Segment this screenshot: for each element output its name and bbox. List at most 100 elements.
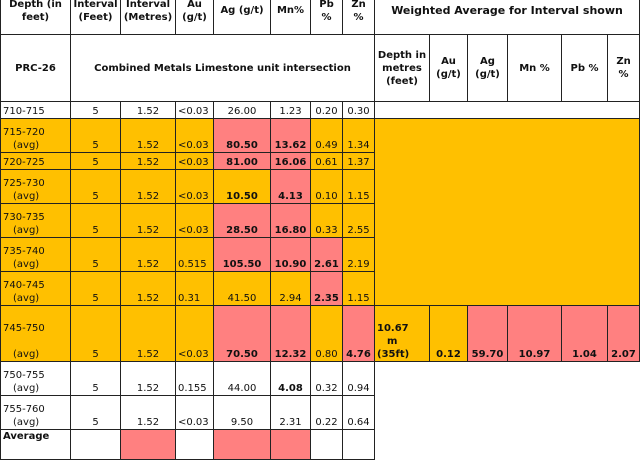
- sub-col-pb: Pb %: [561, 34, 608, 102]
- mn-cell: 1.23: [270, 101, 311, 119]
- depth-cell: 730-735 (avg): [0, 203, 71, 238]
- mn-cell: 4.08: [270, 361, 311, 396]
- weighted-zn-cell: 2.07: [606, 305, 640, 362]
- weighted-empty-bottom: [374, 361, 640, 460]
- pb-cell: 0.61: [310, 152, 343, 170]
- pb-cell: 0.49: [310, 118, 343, 153]
- sub-col-mn: Mn %: [507, 34, 562, 102]
- table-row: 710-715 5 1.52 <0.03 26.00 1.23 0.20 0.3…: [0, 101, 640, 119]
- ag-cell: 70.50: [213, 305, 271, 362]
- weighted-average-title: Weighted Average for Interval shown: [373, 0, 640, 35]
- pb-cell: 0.32: [310, 361, 343, 396]
- mn-cell: 13.62: [270, 118, 311, 153]
- depth-cell: 750-755 (avg): [0, 361, 71, 396]
- interval-m-cell: 1.52: [120, 203, 176, 238]
- ag-cell: 81.00: [213, 152, 271, 170]
- depth-cell: 745-750 (avg): [0, 305, 71, 362]
- zn-cell: 0.30: [342, 101, 375, 119]
- weighted-empty-top: [373, 101, 640, 119]
- au-cell: <0.03: [175, 101, 214, 119]
- average-cell: [270, 429, 311, 460]
- pb-cell: 0.80: [310, 305, 343, 362]
- ag-cell: 26.00: [213, 101, 271, 119]
- interval-m-cell: 1.52: [120, 152, 176, 170]
- weighted-pb-cell: 1.04: [561, 305, 608, 362]
- depth-cell: 735-740 (avg): [0, 237, 71, 272]
- interval-ft-cell: 5: [70, 203, 121, 238]
- pb-cell: 2.35: [310, 271, 343, 306]
- header-row: Depth (in feet) Interval (Feet) Interval…: [0, 0, 640, 35]
- zn-cell: 1.15: [342, 271, 375, 306]
- ag-cell: 28.50: [213, 203, 271, 238]
- table-row: 715-720 (avg) 5 1.52 <0.03 80.50 13.62 0.…: [0, 118, 640, 306]
- col-interval-metres-header: Interval (Metres): [120, 0, 176, 35]
- interval-m-cell: 1.52: [120, 169, 176, 204]
- sub-col-depth: Depth in metres (feet): [374, 34, 430, 102]
- au-cell: <0.03: [175, 203, 214, 238]
- average-cell: [342, 429, 375, 460]
- col-au-header: Au (g/t): [175, 0, 214, 35]
- interval-m-cell: 1.52: [120, 305, 176, 362]
- ag-cell: 80.50: [213, 118, 271, 153]
- interval-ft-cell: 5: [70, 101, 121, 119]
- average-cell: [310, 429, 343, 460]
- interval-m-cell: 1.52: [120, 271, 176, 306]
- table-row: 735-740 (avg) 5 1.52 0.515 105.50 10.90 2…: [0, 237, 640, 272]
- sub-col-zn: Zn %: [606, 34, 640, 102]
- unit-title: Combined Metals Limestone unit intersect…: [70, 34, 375, 102]
- col-pb-header: Pb %: [310, 0, 343, 35]
- average-cell: [213, 429, 271, 460]
- zn-cell: 2.55: [342, 203, 375, 238]
- au-cell: <0.03: [175, 152, 214, 170]
- col-ag-header: Ag (g/t): [213, 0, 271, 35]
- au-cell: <0.03: [175, 118, 214, 153]
- depth-cell: 755-760 (avg): [0, 395, 71, 430]
- col-depth-header: Depth (in feet): [0, 0, 71, 35]
- weighted-ag-cell: 59.70: [467, 305, 508, 362]
- ag-cell: 10.50: [213, 169, 271, 204]
- interval-m-cell: 1.52: [120, 118, 176, 153]
- interval-m-cell: 1.52: [120, 361, 176, 396]
- pb-cell: 0.10: [310, 169, 343, 204]
- mn-cell: 16.06: [270, 152, 311, 170]
- table-row: 750-755 (avg) 5 1.52 0.155 44.00 4.08 0.3…: [0, 361, 640, 460]
- average-label: Average: [0, 429, 71, 460]
- depth-cell: 720-725: [0, 152, 71, 170]
- interval-ft-cell: 5: [70, 395, 121, 430]
- mn-cell: 16.80: [270, 203, 311, 238]
- au-cell: 0.515: [175, 237, 214, 272]
- au-cell: 0.155: [175, 361, 214, 396]
- mn-cell: 4.13: [270, 169, 311, 204]
- col-interval-feet-header: Interval (Feet): [70, 0, 121, 35]
- depth-cell: 710-715: [0, 101, 71, 119]
- mn-cell: 12.32: [270, 305, 311, 362]
- interval-ft-cell: 5: [70, 271, 121, 306]
- weighted-mn-cell: 10.97: [507, 305, 562, 362]
- mn-cell: 10.90: [270, 237, 311, 272]
- pb-cell: 2.61: [310, 237, 343, 272]
- interval-m-cell: 1.52: [120, 237, 176, 272]
- weighted-depth-cell: 10.67 m (35ft): [374, 305, 430, 362]
- pb-cell: 0.20: [310, 101, 343, 119]
- interval-ft-cell: 5: [70, 169, 121, 204]
- zn-cell: 1.37: [342, 152, 375, 170]
- sub-col-au: Au (g/t): [429, 34, 468, 102]
- hole-id: PRC-26: [0, 34, 71, 102]
- interval-ft-cell: 5: [70, 305, 121, 362]
- ag-cell: 44.00: [213, 361, 271, 396]
- interval-m-cell: 1.52: [120, 101, 176, 119]
- zn-cell: 0.64: [342, 395, 375, 430]
- au-cell: <0.03: [175, 395, 214, 430]
- interval-ft-cell: 5: [70, 361, 121, 396]
- ag-cell: 41.50: [213, 271, 271, 306]
- zn-cell: 4.76: [342, 305, 375, 362]
- depth-cell: 725-730 (avg): [0, 169, 71, 204]
- interval-ft-cell: 5: [70, 118, 121, 153]
- interval-ft-cell: 5: [70, 237, 121, 272]
- ag-cell: 9.50: [213, 395, 271, 430]
- average-cell: [175, 429, 214, 460]
- zn-cell: 2.19: [342, 237, 375, 272]
- section-row: PRC-26 Combined Metals Limestone unit in…: [0, 34, 640, 102]
